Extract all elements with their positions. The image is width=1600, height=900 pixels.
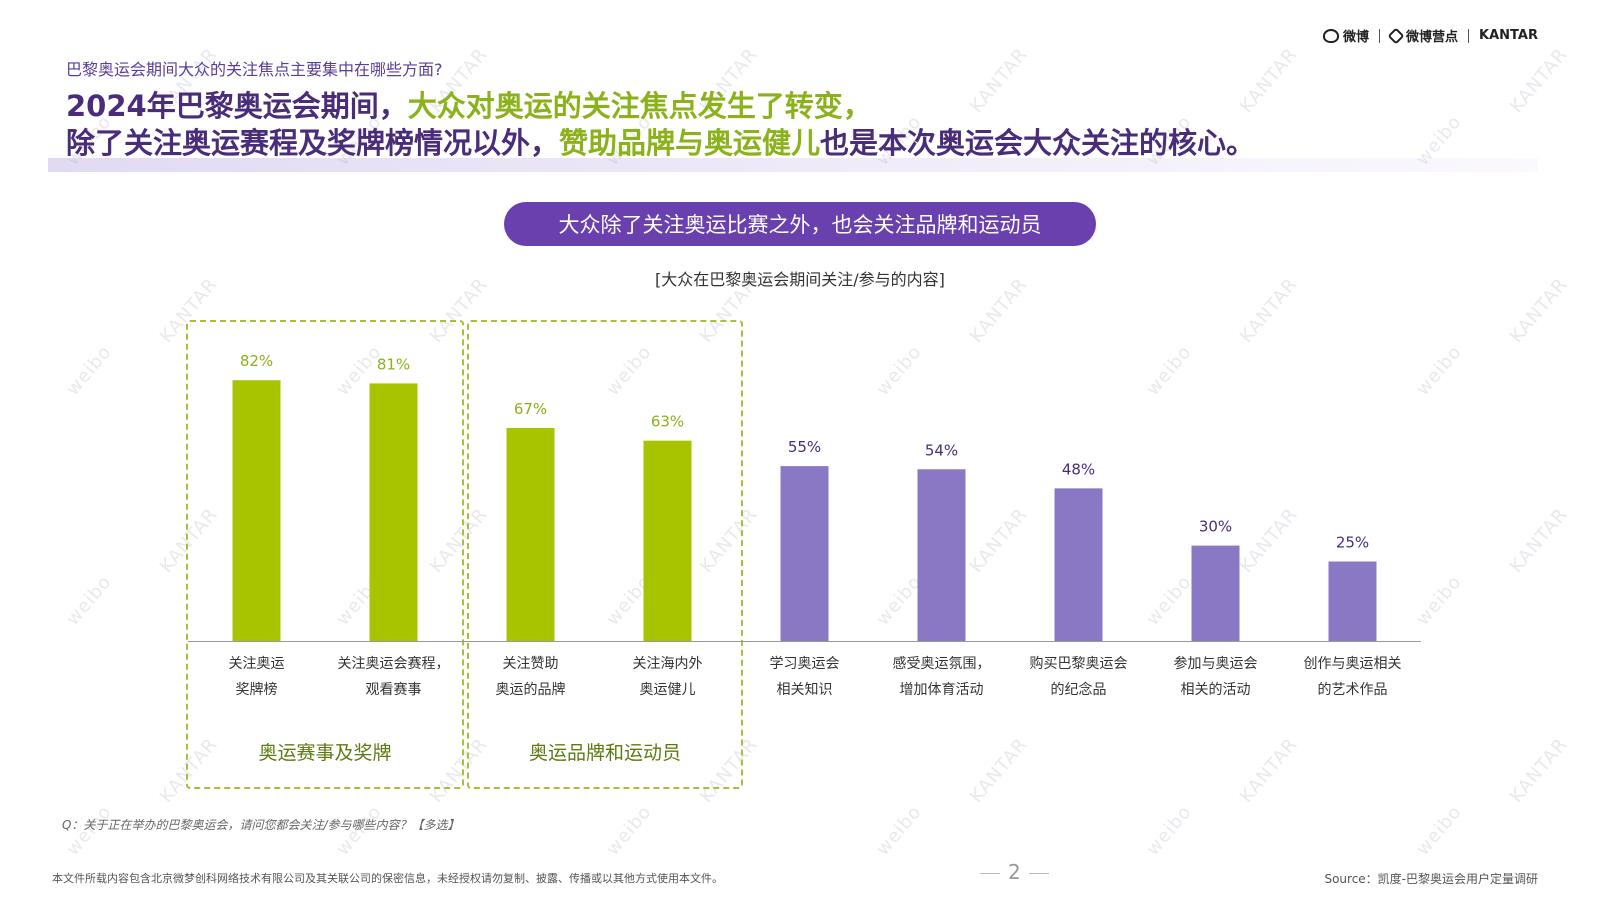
logo-divider [1379, 28, 1381, 43]
section-question: 巴黎奥运会期间大众的关注焦点主要集中在哪些方面? [66, 60, 443, 79]
category-label: 的艺术作品 [1318, 682, 1388, 698]
title-underline-band [48, 158, 1538, 172]
bar [232, 380, 281, 641]
brand-logos: 微博 微博营点 KANTAR [1323, 26, 1538, 45]
data-label: 63% [651, 413, 684, 431]
bar [780, 466, 829, 641]
data-label: 25% [1336, 534, 1369, 552]
page-number: 2 [972, 860, 1057, 884]
page-dash [1028, 873, 1049, 874]
headline-text: 也是本次奥运会大众关注的核心。 [820, 126, 1256, 160]
bar [1191, 545, 1240, 641]
category-label: 关注赞助 [503, 656, 559, 672]
category-label: 购买巴黎奥运会 [1030, 655, 1128, 672]
data-label: 82% [240, 352, 273, 370]
weibo-yingdian-logo: 微博营点 [1387, 26, 1459, 45]
category-label: 奥运的品牌 [496, 681, 566, 698]
logo-divider [1468, 28, 1470, 43]
weibo-yingdian-logo-text: 微博营点 [1406, 30, 1459, 45]
data-label: 30% [1199, 518, 1232, 536]
category-label: 参加与奥运会 [1174, 655, 1258, 672]
weibo-eye-icon [1323, 28, 1340, 43]
category-label: 创作与奥运相关 [1304, 655, 1402, 672]
weibo-logo: 微博 [1323, 26, 1369, 45]
bar [917, 469, 966, 641]
headline-highlight: 赞助品牌与奥运健儿 [559, 126, 821, 160]
category-label: 奖牌榜 [236, 681, 278, 698]
survey-question-note: Q：关于正在举办的巴黎奥运会，请问您都会关注/参与哪些内容？【多选】 [62, 818, 460, 832]
data-label: 55% [788, 438, 821, 456]
group-box-events-medals [186, 320, 464, 789]
bar [1054, 488, 1103, 641]
bar [1328, 561, 1377, 641]
category-label: 相关知识 [777, 681, 833, 698]
category-label: 观看赛事 [366, 682, 422, 698]
category-label: 关注奥运 [229, 655, 285, 672]
group-box-brands-athletes [467, 320, 743, 789]
bar [369, 383, 418, 641]
key-finding-pill: 大众除了关注奥运比赛之外，也会关注品牌和运动员 [504, 202, 1096, 246]
category-label: 学习奥运会 [770, 655, 840, 672]
kantar-logo: KANTAR [1479, 28, 1538, 43]
headline-text: 除了关注奥运赛程及奖牌榜情况以外， [66, 126, 560, 160]
category-label: 的纪念品 [1051, 681, 1107, 698]
confidentiality-notice: 本文件所载内容包含北京微梦创科网络技术有限公司及其关联公司的保密信息，未经授权请… [52, 872, 723, 885]
source-note: Source：凯度-巴黎奥运会用户定量调研 [1324, 872, 1538, 886]
category-label: 感受奥运氛围， [893, 655, 991, 672]
page-dash [980, 873, 1000, 874]
data-label: 54% [925, 441, 958, 459]
headline-highlight: 大众对奥运的关注焦点发生了转变， [407, 89, 872, 123]
category-label: 相关的活动 [1181, 682, 1251, 698]
headline-line-2: 除了关注奥运赛程及奖牌榜情况以外，赞助品牌与奥运健儿也是本次奥运会大众关注的核心… [66, 125, 1255, 162]
weibo-logo-text: 微博 [1343, 30, 1370, 45]
data-label: 48% [1062, 460, 1095, 478]
category-label: 增加体育活动 [900, 682, 984, 698]
page-headline: 2024年巴黎奥运会期间，大众对奥运的关注焦点发生了转变， 除了关注奥运赛程及奖… [66, 88, 1255, 162]
page-number-value: 2 [1008, 860, 1021, 884]
group-label-brands-athletes: 奥运品牌和运动员 [528, 742, 681, 764]
data-label: 81% [377, 355, 410, 373]
headline-text: 2024年巴黎奥运会期间， [66, 89, 408, 123]
category-label: 关注奥运会赛程， [338, 655, 450, 672]
headline-line-1: 2024年巴黎奥运会期间，大众对奥运的关注焦点发生了转变， [66, 88, 1255, 125]
category-label: 关注海内外 [633, 656, 703, 672]
group-label-events-medals: 奥运赛事及奖牌 [258, 742, 392, 764]
kantar-logo-text: KANTAR [1479, 28, 1538, 43]
category-label: 奥运健儿 [640, 681, 696, 698]
data-label: 67% [514, 400, 547, 418]
chart-title: [大众在巴黎奥运会期间关注/参与的内容] [655, 270, 945, 289]
bar [643, 440, 692, 641]
bar [506, 427, 555, 641]
